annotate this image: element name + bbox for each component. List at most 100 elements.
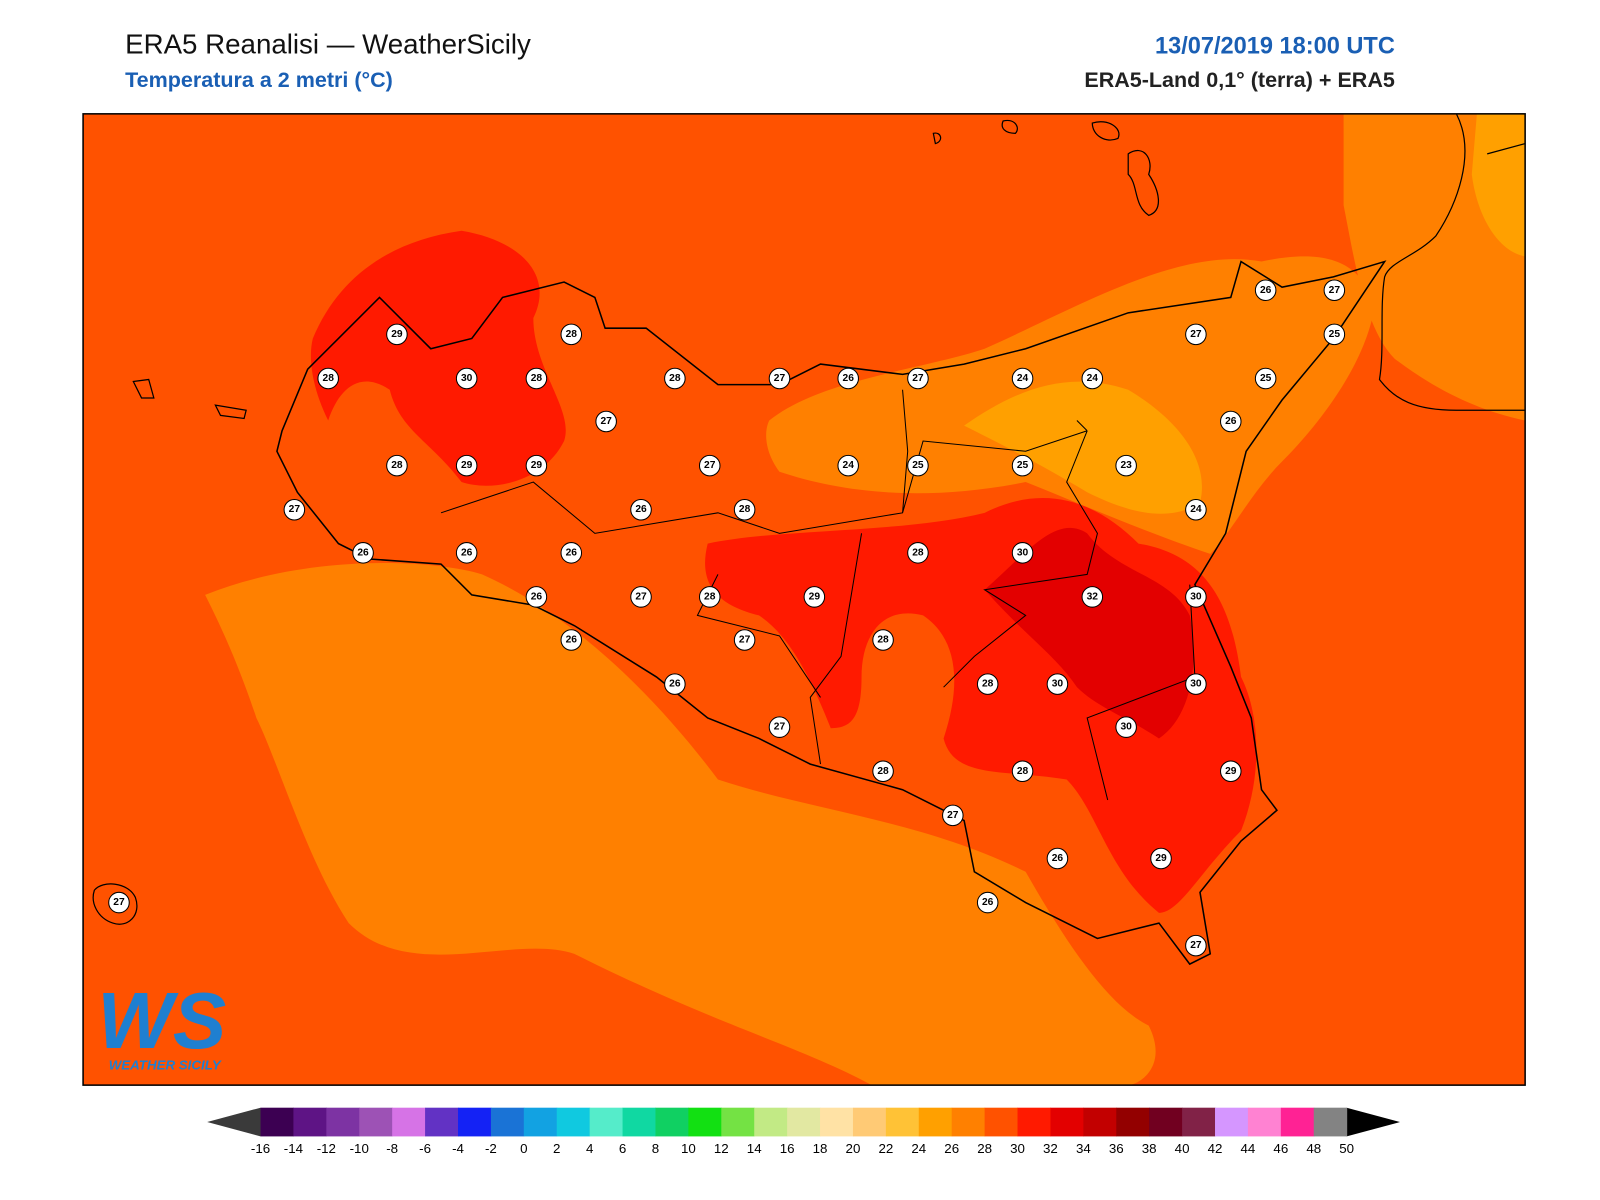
colorbar-segment <box>918 1107 953 1137</box>
colorbar-segment <box>787 1107 821 1137</box>
station-marker <box>1115 454 1137 477</box>
station-value: 28 <box>912 547 924 558</box>
station-value: 26 <box>1052 853 1064 864</box>
colorbar-tick-label: 46 <box>1273 1141 1288 1156</box>
colorbar-tick-label: -16 <box>251 1141 270 1156</box>
station-marker <box>455 454 478 477</box>
colorbar-tick-label: 24 <box>911 1141 926 1156</box>
colorbar-tick-label: 14 <box>747 1141 762 1156</box>
colorbar-segment <box>1280 1107 1315 1137</box>
colorbar-tick-label: 0 <box>520 1141 527 1156</box>
colorbar-segment <box>523 1107 558 1137</box>
station-marker <box>837 454 859 477</box>
station-marker <box>1011 454 1034 477</box>
station-marker <box>733 498 756 521</box>
station-marker <box>560 629 583 651</box>
station-marker <box>283 498 306 521</box>
station-value: 25 <box>1329 329 1341 340</box>
station-value: 27 <box>739 635 751 646</box>
station-marker <box>1220 410 1242 433</box>
station-value: 27 <box>289 504 301 515</box>
station-value: 27 <box>1329 285 1341 296</box>
station-marker <box>525 454 548 477</box>
colorbar-under <box>207 1107 261 1137</box>
colorbar-segment <box>951 1107 986 1137</box>
station-value: 28 <box>566 329 578 340</box>
field-24-calabria <box>1471 113 1526 257</box>
colorbar-tick-label: -12 <box>317 1141 336 1156</box>
colorbar-tick-label: 44 <box>1241 1141 1256 1156</box>
colorbar-tick-label: 42 <box>1208 1141 1223 1156</box>
colorbar-segment <box>1116 1107 1150 1137</box>
station-value: 28 <box>669 373 681 384</box>
station-marker <box>1323 323 1346 346</box>
colorbar-tick-label: -10 <box>350 1141 369 1156</box>
colorbar-tick-label: 32 <box>1043 1141 1058 1156</box>
station-value: 24 <box>1017 373 1029 384</box>
field-24 <box>964 381 1202 514</box>
colorbar-segment <box>984 1107 1019 1137</box>
colorbar-segment <box>326 1107 360 1137</box>
station-value: 27 <box>600 416 612 427</box>
station-marker <box>664 367 686 390</box>
station-value: 29 <box>531 460 543 471</box>
station-marker <box>1185 498 1207 521</box>
station-marker <box>525 586 548 608</box>
station-value: 29 <box>1155 853 1167 864</box>
logo: WS WEATHER SICILY <box>97 976 226 1073</box>
colorbar-tick-label: 34 <box>1076 1141 1091 1156</box>
station-value: 25 <box>1260 373 1272 384</box>
station-value: 24 <box>843 460 855 471</box>
station-marker <box>108 891 130 914</box>
colorbar-tick-label: 48 <box>1306 1141 1321 1156</box>
station-value: 32 <box>1087 591 1099 602</box>
station-marker <box>768 367 791 390</box>
colorbar-segment <box>885 1107 920 1137</box>
colorbar-segment <box>425 1107 459 1137</box>
station-marker <box>630 498 652 521</box>
colorbar: -16 -14 -12 -10 -8 -6 -4 -2 0 2 4 6 8 10 12 14 16 18 20 22 2… <box>207 1107 1400 1156</box>
colorbar-segment <box>392 1107 426 1137</box>
station-value: 30 <box>1017 547 1029 558</box>
station-value: 28 <box>704 591 716 602</box>
colorbar-tick-label: 30 <box>1010 1141 1025 1156</box>
station-marker <box>1150 847 1172 870</box>
station-marker <box>733 629 756 651</box>
colorbar-segment <box>1017 1107 1051 1137</box>
colorbar-segment <box>688 1107 722 1137</box>
station-marker <box>1323 279 1346 302</box>
colorbar-over <box>1346 1107 1400 1137</box>
colorbar-tick-label: -2 <box>485 1141 497 1156</box>
station-marker <box>352 542 374 564</box>
station-value: 28 <box>391 460 403 471</box>
station-marker <box>455 367 478 390</box>
station-marker <box>1046 847 1069 870</box>
map-frame <box>82 113 1526 1086</box>
station-marker <box>455 542 478 564</box>
station-value: 23 <box>1120 460 1132 471</box>
field-26 <box>205 563 1156 1086</box>
station-value: 27 <box>635 591 647 602</box>
islands <box>132 119 1159 420</box>
station-value: 27 <box>774 722 786 733</box>
station-value: 26 <box>566 547 578 558</box>
station-value: 27 <box>113 897 125 908</box>
station-marker <box>698 586 721 608</box>
station-marker <box>907 367 929 390</box>
station-value: 30 <box>1190 591 1202 602</box>
station-value: 28 <box>531 373 543 384</box>
colorbar-segment <box>457 1107 492 1137</box>
colorbar-tick-label: 18 <box>813 1141 828 1156</box>
colorbar-segment <box>556 1107 591 1137</box>
station-value: 27 <box>947 810 959 821</box>
colorbar-tick-label: 2 <box>553 1141 560 1156</box>
station-value: 25 <box>1017 460 1029 471</box>
colorbar-segment <box>655 1107 689 1137</box>
colorbar-segment <box>490 1107 525 1137</box>
colorbar-tick-label: 10 <box>681 1141 696 1156</box>
station-marker <box>1185 934 1207 957</box>
colorbar-tick-label: 22 <box>878 1141 893 1156</box>
station-marker <box>1115 716 1137 738</box>
station-marker <box>1220 760 1242 783</box>
